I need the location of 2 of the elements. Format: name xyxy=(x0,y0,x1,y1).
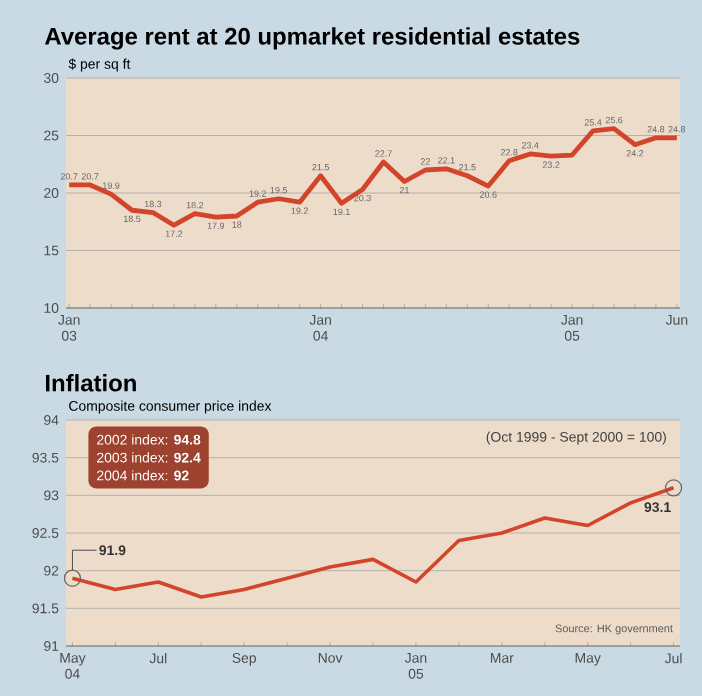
chart-title: Inflation xyxy=(45,374,136,392)
chart-title: Average rent at 20 upmarket residential estates xyxy=(44,27,580,50)
